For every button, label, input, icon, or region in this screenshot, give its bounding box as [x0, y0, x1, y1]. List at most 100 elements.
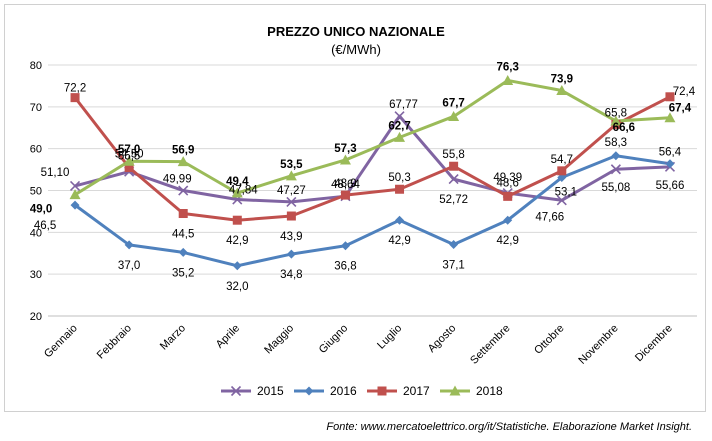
marker-x	[556, 195, 567, 206]
marker-square	[340, 190, 350, 200]
marker-square	[377, 386, 387, 396]
marker-x	[69, 180, 81, 191]
data-label-2016: 32,0	[226, 281, 248, 293]
data-label-2015: 67,77	[389, 99, 418, 111]
marker-triangle	[339, 154, 351, 165]
marker-diamond	[70, 200, 80, 210]
series-line-2017	[73, 95, 671, 222]
data-label-2015: 47,27	[277, 185, 306, 197]
data-label-2016: 42,9	[497, 235, 519, 247]
marker-square	[395, 184, 405, 194]
marker-square	[124, 162, 134, 172]
data-label-2018: 76,3	[497, 61, 519, 73]
marker-diamond	[124, 240, 134, 250]
legend-label-2017: 2017	[403, 384, 430, 398]
marker-diamond	[286, 249, 296, 259]
marker-diamond	[178, 247, 188, 257]
data-label-2017: 48,9	[334, 178, 356, 190]
data-label-2015: 49,39	[493, 172, 522, 184]
marker-square	[503, 191, 513, 201]
marker-triangle	[556, 85, 568, 96]
data-label-2017: 42,9	[226, 235, 248, 247]
x-tick-label: Giugno	[317, 322, 351, 356]
x-tick-label: Febbraio	[95, 322, 134, 361]
data-label-2018: 67,4	[669, 103, 692, 115]
data-label-2015: 55,66	[656, 180, 685, 192]
data-label-2015: 47,84	[229, 185, 258, 197]
data-label-2017: 55,8	[442, 149, 464, 161]
data-label-2016: 35,2	[172, 267, 194, 279]
data-label-2015: 48,64	[331, 179, 360, 191]
marker-square	[178, 209, 188, 219]
y-tick-label: 50	[30, 186, 42, 198]
marker-triangle	[610, 115, 622, 126]
chart-subtitle: (€/MWh)	[331, 42, 381, 57]
marker-square	[557, 166, 567, 176]
marker-triangle	[394, 131, 406, 142]
marker-square	[449, 161, 459, 171]
data-label-2017: 55,5	[118, 150, 140, 162]
data-label-2018: 49,4	[226, 176, 249, 188]
marker-x	[230, 385, 242, 397]
series-line-2016	[74, 154, 671, 268]
y-tick-label: 20	[30, 311, 42, 323]
data-label-2017: 43,9	[280, 231, 302, 243]
y-tick-label: 70	[30, 102, 42, 114]
marker-triangle	[448, 110, 460, 121]
data-label-2015: 52,72	[439, 194, 468, 206]
x-tick-label: Agosto	[426, 322, 459, 355]
data-label-2017: 72,2	[64, 83, 86, 95]
marker-square	[286, 211, 296, 221]
data-label-2016: 46,5	[34, 220, 56, 232]
marker-diamond	[503, 215, 513, 225]
data-label-2018: 66,6	[613, 122, 635, 134]
data-label-2016: 56,4	[659, 147, 682, 159]
data-label-2018: 62,7	[388, 120, 410, 132]
series-lines	[73, 78, 671, 268]
x-tick-label: Luglio	[375, 322, 404, 351]
data-label-2018: 57,3	[334, 143, 356, 155]
series-line-2015	[74, 114, 671, 204]
x-tick-label: Marzo	[158, 322, 188, 352]
data-labels: 51,10 54,50 49,99 47,84 47,27 48,64 67,77 52,72…	[30, 61, 696, 292]
data-label-2015: 54,50	[115, 149, 144, 161]
marker-diamond	[340, 241, 350, 251]
data-label-2015: 55,08	[601, 182, 630, 194]
data-label-2016: 53,1	[555, 187, 577, 199]
x-tick-label: Settembre	[468, 322, 512, 366]
data-label-2016: 37,1	[442, 259, 464, 271]
series-line-2018	[74, 78, 671, 196]
x-tick-label: Gennaio	[42, 322, 80, 360]
gridlines	[48, 64, 697, 317]
data-label-2017: 65,8	[605, 107, 627, 119]
data-label-2017: 48,6	[497, 177, 519, 189]
chart-frame: PREZZO UNICO NAZIONALE (€/MWh) 20 30 40 50 6…	[4, 4, 706, 412]
data-label-2017: 72,4	[673, 86, 696, 98]
data-label-2016: 34,8	[280, 269, 302, 281]
data-label-2018: 73,9	[551, 74, 573, 86]
x-tick-label: Aprile	[214, 322, 242, 350]
data-label-2015: 49,99	[163, 174, 192, 186]
y-tick-label: 80	[30, 60, 42, 72]
data-label-2015: 47,66	[535, 211, 564, 223]
line-chart: PREZZO UNICO NAZIONALE (€/MWh) 20 30 40 50 6…	[30, 24, 697, 398]
y-axis: 20 30 40 50 60 70 80	[30, 60, 42, 323]
x-axis: Gennaio Febbraio Marzo Aprile Maggio Giugno Lu…	[42, 315, 697, 367]
marker-triangle	[502, 74, 514, 85]
marker-diamond	[449, 239, 459, 249]
data-label-2017: 44,5	[172, 229, 194, 241]
marker-square	[665, 92, 675, 102]
marker-x	[286, 196, 297, 207]
marker-square	[232, 215, 242, 225]
data-label-2018: 53,5	[280, 159, 303, 171]
marker-x	[178, 185, 189, 196]
legend: 2015 2016 2017 2018	[221, 384, 503, 398]
marker-diamond	[395, 215, 405, 225]
marker-square	[70, 93, 80, 103]
data-label-2018: 67,7	[442, 97, 464, 109]
marker-x	[394, 111, 405, 122]
y-tick-label: 60	[30, 144, 42, 156]
marker-triangle	[69, 189, 81, 200]
data-label-2016: 42,9	[388, 235, 410, 247]
data-label-2018: 56,9	[172, 145, 194, 157]
